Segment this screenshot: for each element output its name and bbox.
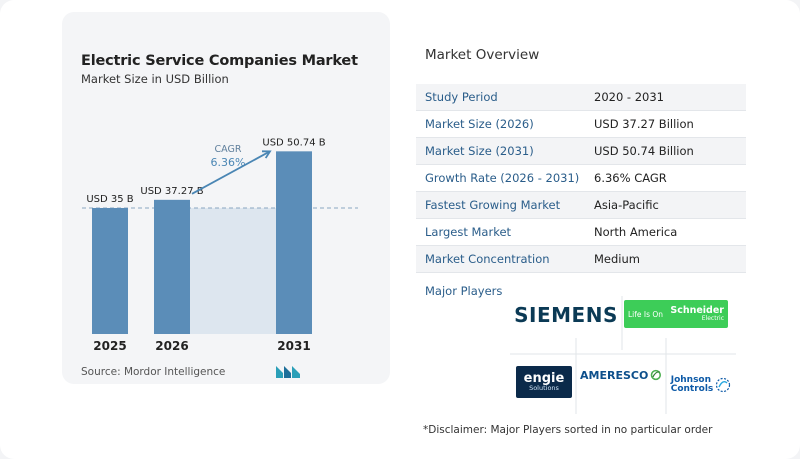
schneider-wordmark: Schneider Electric <box>670 306 724 322</box>
table-row: Growth Rate (2026 - 2031) 6.36% CAGR <box>416 165 746 192</box>
x-tick-2025: 2025 <box>93 339 126 353</box>
row-label: Study Period <box>425 90 498 104</box>
row-label: Market Size (2026) <box>425 117 534 131</box>
row-label: Market Size (2031) <box>425 144 534 158</box>
ameresco-logo: AMERESCO <box>580 364 662 386</box>
logo-grid <box>510 296 736 414</box>
ameresco-wordmark: AMERESCO <box>580 368 649 382</box>
johnson-wordmark: Johnson Controls <box>670 374 714 395</box>
chart-title: Electric Service Companies Market <box>81 53 358 69</box>
table-row: Study Period 2020 - 2031 <box>416 84 746 111</box>
bars-group: USD 35 B 2025 USD 37.27 B 2026 USD 50.74 B 20… <box>86 137 325 353</box>
table-row: Largest Market North America <box>416 219 746 246</box>
bar-chart: USD 35 B 2025 USD 37.27 B 2026 USD 50.74 B 20… <box>82 137 358 353</box>
row-value: USD 50.74 Billion <box>594 144 694 158</box>
row-label: Market Concentration <box>425 252 550 266</box>
mordor-logo-icon <box>276 366 300 378</box>
data-label-2026: USD 37.27 B <box>140 186 203 197</box>
disclaimer: *Disclaimer: Major Players sorted in no … <box>423 424 713 436</box>
schneider-tagline: Life Is On <box>628 309 664 319</box>
x-tick-2031: 2031 <box>277 339 310 353</box>
siemens-logo: SIEMENS <box>514 302 618 328</box>
row-label: Largest Market <box>425 225 512 239</box>
row-value: 2020 - 2031 <box>594 90 664 104</box>
table-row: Market Size (2031) USD 50.74 Billion <box>416 138 746 165</box>
overview-table: Study Period 2020 - 2031 Market Size (20… <box>416 84 746 273</box>
schneider-logo: Life Is On Schneider Electric <box>624 300 728 328</box>
row-value: Asia-Pacific <box>594 198 659 212</box>
row-value: North America <box>594 225 678 239</box>
engie-name: engie <box>523 370 565 386</box>
data-label-2025: USD 35 B <box>86 194 133 205</box>
row-value: 6.36% CAGR <box>594 171 667 185</box>
cagr-label: CAGR <box>215 144 242 155</box>
engie-logo: engie Solutions <box>516 366 572 398</box>
major-players-title: Major Players <box>425 284 503 298</box>
schneider-name: Schneider <box>670 305 724 317</box>
row-value: Medium <box>594 252 640 266</box>
row-value: USD 37.27 Billion <box>594 117 694 131</box>
market-overview-panel: Market Overview Study Period 2020 - 2031… <box>416 0 746 459</box>
x-tick-2026: 2026 <box>155 339 188 353</box>
table-row: Market Size (2026) USD 37.27 Billion <box>416 111 746 138</box>
siemens-wordmark: SIEMENS <box>514 303 618 327</box>
bar-2031 <box>276 151 312 334</box>
johnson-swirl-icon <box>716 377 731 393</box>
chart-card: Electric Service Companies Market Market… <box>62 12 390 384</box>
johnson-line-1: Johnson <box>670 374 712 385</box>
chart-subtitle: Market Size in USD Billion <box>81 72 229 86</box>
johnson-controls-logo: Johnson Controls <box>668 370 734 400</box>
row-label: Growth Rate (2026 - 2031) <box>425 171 580 185</box>
projection-area <box>190 208 276 334</box>
schneider-sub: Electric <box>701 314 724 322</box>
table-row: Fastest Growing Market Asia-Pacific <box>416 192 746 219</box>
cagr-arrowhead <box>261 150 272 159</box>
cagr-value: 6.36% <box>211 156 246 169</box>
bar-2026 <box>154 199 190 334</box>
leaf-icon <box>650 369 662 381</box>
engie-sub: Solutions <box>529 384 559 393</box>
cagr-arrow <box>191 150 271 195</box>
bar-2025 <box>92 208 128 334</box>
overview-title: Market Overview <box>425 47 540 63</box>
johnson-line-2: Controls <box>670 384 714 394</box>
table-row: Market Concentration Medium <box>416 246 746 273</box>
chart-source: Source: Mordor Intelligence <box>81 366 226 378</box>
row-label: Fastest Growing Market <box>425 198 561 212</box>
data-label-2031: USD 50.74 B <box>262 137 325 148</box>
